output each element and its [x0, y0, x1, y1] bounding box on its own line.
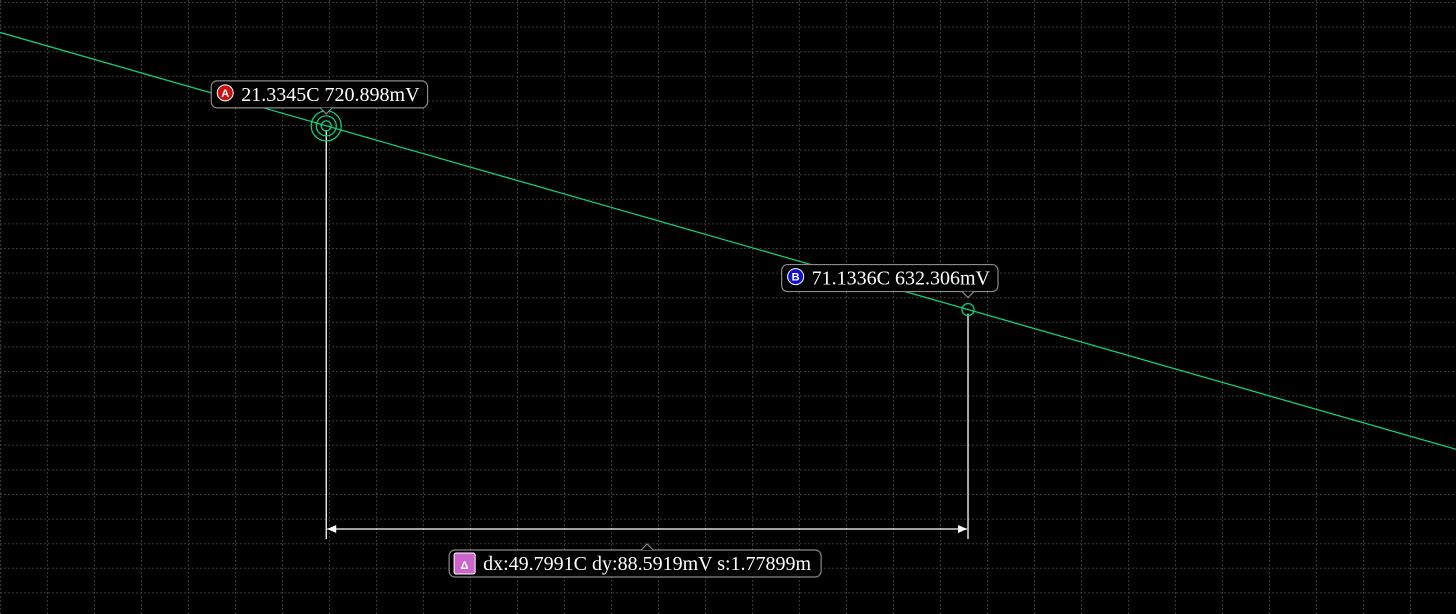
cursor-a-label-pointer [319, 107, 333, 115]
cursor-a-label: 21.3345C 720.898mV [241, 84, 420, 106]
delta-label-pointer [640, 543, 654, 551]
delta-label-box [448, 549, 822, 578]
delta-measurement [325, 129, 969, 539]
cursor-b-marker[interactable] [961, 302, 975, 317]
cursor-a-label-box [210, 80, 429, 109]
cursor-b-label: 71.1336C 632.306mV [812, 268, 991, 290]
delta-icon-symbol: Δ [461, 560, 469, 572]
cursor-b-label-pointer [961, 291, 975, 299]
delta-label: dx:49.7991C dy:88.5919mV s:1.77899m [483, 553, 811, 575]
cursor-a-marker-ring[interactable] [315, 115, 337, 137]
delta-arrow-left [327, 525, 337, 533]
cursor-a-badge-icon [216, 84, 234, 102]
cursors[interactable] [310, 110, 975, 317]
delta-icon [453, 552, 476, 575]
cursor-b-badge-icon [787, 268, 805, 286]
cursor-a-marker[interactable] [320, 120, 332, 132]
delta-arrow-right [958, 525, 968, 533]
cursor-labels: A 21.3345C 720.898mV B 71.1336C 632.306mV Δ d… [210, 80, 999, 578]
cursor-b-badge-letter: B [792, 272, 800, 284]
cursor-a-badge-letter: A [221, 88, 229, 100]
cursor-b-label-box [781, 263, 999, 293]
